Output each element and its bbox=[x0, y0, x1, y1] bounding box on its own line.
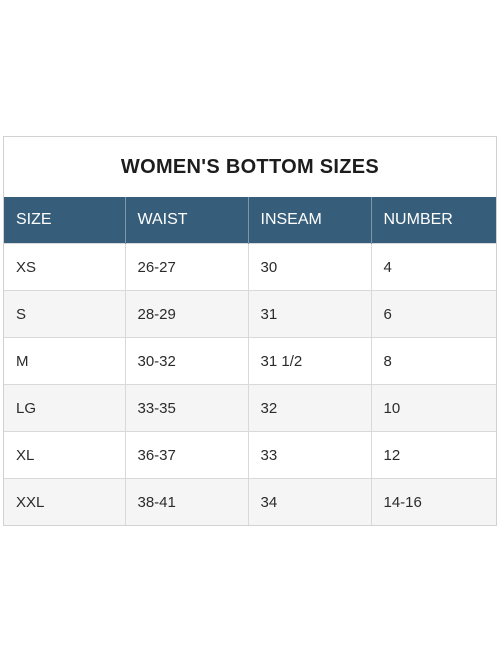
column-header-number: NUMBER bbox=[370, 197, 496, 244]
cell-number: 4 bbox=[370, 243, 496, 291]
cell-size: XS bbox=[4, 243, 125, 291]
cell-size: XL bbox=[4, 431, 125, 479]
table-row: S 28-29 31 6 bbox=[4, 290, 496, 338]
column-header-size: SIZE bbox=[4, 197, 125, 244]
column-header-inseam: INSEAM bbox=[247, 197, 371, 244]
table-row: XL 36-37 33 12 bbox=[4, 431, 496, 479]
table-header-row: SIZE WAIST INSEAM NUMBER bbox=[4, 197, 496, 244]
cell-waist: 26-27 bbox=[124, 243, 248, 291]
cell-size: M bbox=[4, 337, 125, 385]
cell-inseam: 34 bbox=[247, 478, 371, 525]
cell-inseam: 31 bbox=[247, 290, 371, 338]
cell-waist: 36-37 bbox=[124, 431, 248, 479]
cell-size: S bbox=[4, 290, 125, 338]
cell-inseam: 30 bbox=[247, 243, 371, 291]
cell-inseam: 33 bbox=[247, 431, 371, 479]
cell-size: XXL bbox=[4, 478, 125, 525]
size-chart: WOMEN'S BOTTOM SIZES SIZE WAIST INSEAM N… bbox=[3, 136, 497, 526]
cell-size: LG bbox=[4, 384, 125, 432]
cell-waist: 33-35 bbox=[124, 384, 248, 432]
cell-number: 6 bbox=[370, 290, 496, 338]
size-table: SIZE WAIST INSEAM NUMBER XS 26-27 30 4 S… bbox=[4, 197, 496, 525]
cell-number: 12 bbox=[370, 431, 496, 479]
chart-title: WOMEN'S BOTTOM SIZES bbox=[120, 156, 380, 178]
cell-waist: 38-41 bbox=[124, 478, 248, 525]
table-row: LG 33-35 32 10 bbox=[4, 384, 496, 432]
cell-number: 8 bbox=[370, 337, 496, 385]
column-header-waist: WAIST bbox=[124, 197, 248, 244]
cell-inseam: 32 bbox=[247, 384, 371, 432]
table-row: XS 26-27 30 4 bbox=[4, 243, 496, 291]
cell-number: 10 bbox=[370, 384, 496, 432]
cell-waist: 30-32 bbox=[124, 337, 248, 385]
table-row: M 30-32 31 1/2 8 bbox=[4, 337, 496, 385]
table-row: XXL 38-41 34 14-16 bbox=[4, 478, 496, 525]
cell-inseam: 31 1/2 bbox=[247, 337, 371, 385]
cell-waist: 28-29 bbox=[124, 290, 248, 338]
cell-number: 14-16 bbox=[370, 478, 496, 525]
